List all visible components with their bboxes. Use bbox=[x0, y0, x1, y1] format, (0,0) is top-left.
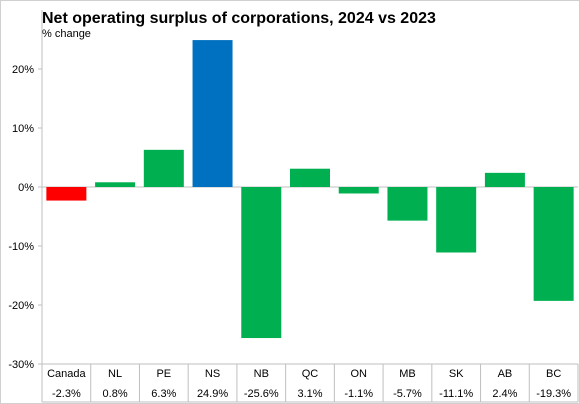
value-label: 2.4% bbox=[492, 388, 517, 400]
category-label: ON bbox=[350, 368, 367, 380]
y-tick-label: 10% bbox=[12, 123, 34, 135]
y-tick-label: 20% bbox=[12, 64, 34, 76]
value-label: 6.3% bbox=[151, 388, 176, 400]
value-label: -5.7% bbox=[393, 388, 422, 400]
bar-pe bbox=[143, 149, 184, 187]
bar-canada bbox=[46, 187, 87, 201]
y-tick-label: -10% bbox=[8, 241, 34, 253]
bar-qc bbox=[290, 168, 330, 187]
value-label: -19.3% bbox=[536, 388, 571, 400]
category-label: Canada bbox=[47, 368, 86, 380]
chart-subtitle: % change bbox=[42, 28, 91, 40]
y-tick-label: -20% bbox=[8, 300, 34, 312]
category-label: QC bbox=[302, 368, 319, 380]
value-label: 0.8% bbox=[103, 388, 128, 400]
category-label: NB bbox=[254, 368, 269, 380]
category-label: NS bbox=[205, 368, 220, 380]
value-label: 3.1% bbox=[297, 388, 322, 400]
bar-sk bbox=[436, 187, 477, 253]
chart-title: Net operating surplus of corporations, 2… bbox=[42, 10, 436, 27]
value-label: 24.9% bbox=[197, 388, 228, 400]
category-label: PE bbox=[156, 368, 171, 380]
category-label: MB bbox=[399, 368, 416, 380]
bar-nl bbox=[95, 182, 136, 187]
category-label: SK bbox=[449, 368, 464, 380]
bar-on bbox=[338, 187, 379, 194]
value-label: -25.6% bbox=[244, 388, 279, 400]
value-label: -1.1% bbox=[344, 388, 373, 400]
bar-bc bbox=[533, 187, 574, 301]
y-tick-label: 0% bbox=[18, 182, 34, 194]
bar-nb bbox=[241, 187, 282, 339]
y-tick-label: -30% bbox=[8, 359, 34, 371]
bar-ab bbox=[484, 172, 525, 187]
bar-mb bbox=[387, 187, 428, 221]
bar-ns bbox=[192, 40, 233, 188]
value-label: -2.3% bbox=[52, 388, 81, 400]
value-label: -11.1% bbox=[439, 388, 473, 400]
category-label: NL bbox=[108, 368, 122, 380]
category-label: BC bbox=[546, 368, 561, 380]
category-label: AB bbox=[498, 368, 513, 380]
